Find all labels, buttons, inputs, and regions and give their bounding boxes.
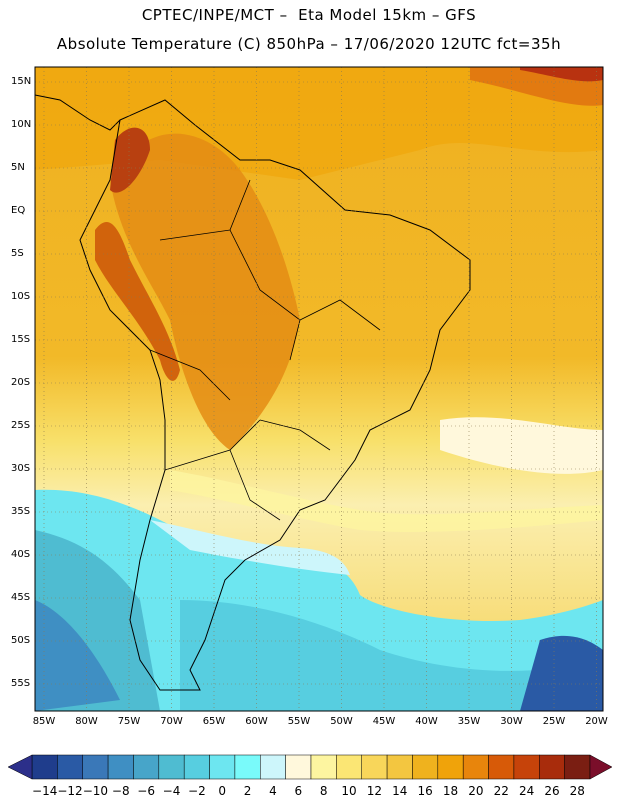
- lon-label: 35W: [457, 716, 481, 727]
- colorbar-high-arrow: [589, 754, 613, 780]
- colorbar-label: 0: [218, 784, 227, 798]
- colorbar-swatch: [386, 754, 413, 780]
- lon-label: 45W: [372, 716, 396, 727]
- lon-label: 65W: [202, 716, 226, 727]
- colorbar-swatch: [488, 754, 515, 780]
- lon-label: 30W: [500, 716, 523, 727]
- colorbar-swatch: [462, 754, 489, 780]
- colorbar-swatch: [57, 754, 83, 780]
- colorbar-swatch: [564, 754, 591, 780]
- colorbar-label: 18: [442, 784, 459, 798]
- lat-label: 10S: [11, 291, 31, 302]
- colorbar-label: 24: [518, 784, 535, 798]
- colorbar-label: 22: [493, 784, 509, 798]
- colorbar-label: 10: [341, 784, 357, 798]
- colorbar-label: −2: [188, 784, 206, 798]
- lon-label: 55W: [287, 716, 311, 727]
- lat-label: 25S: [11, 420, 31, 431]
- colorbar-swatch: [437, 754, 464, 780]
- lon-label: 70W: [160, 716, 183, 727]
- colorbar-swatch: [82, 754, 109, 780]
- colorbar-label: −4: [162, 784, 181, 798]
- colorbar-label: 14: [392, 784, 408, 798]
- lon-label: 50W: [330, 716, 353, 727]
- lat-label: 15S: [11, 334, 31, 345]
- borders: [149, 179, 381, 521]
- lat-label: 40S: [11, 549, 31, 560]
- lat-label: 30S: [11, 463, 31, 474]
- lat-label: 55S: [11, 678, 31, 689]
- colorbar-swatch: [412, 754, 439, 780]
- colorbar-label: 8: [319, 784, 328, 798]
- lat-label: 15N: [11, 76, 32, 87]
- colorbar-swatch: [260, 754, 286, 780]
- colorbar-label: 26: [544, 784, 560, 798]
- lon-label: 60W: [245, 716, 268, 727]
- colorbar-swatch: [183, 754, 210, 780]
- colorbar-swatch: [361, 754, 388, 780]
- lat-label: 50S: [11, 635, 31, 646]
- header-subtitle: Absolute Temperature (C) 850hPa – 17/06/…: [56, 35, 562, 53]
- colorbar-swatch: [234, 754, 261, 780]
- lon-label: 80W: [75, 716, 98, 727]
- colorbar-swatch: [107, 754, 134, 780]
- lat-label: 20S: [11, 377, 31, 388]
- colorbar-label: −10: [82, 784, 109, 798]
- colorbar-swatch: [158, 754, 185, 780]
- colorbar-swatch: [133, 754, 160, 780]
- header-title: CPTEC/INPE/MCT – Eta Model 15km – GFS: [141, 6, 477, 24]
- lat-label: 5N: [11, 162, 25, 173]
- lat-label: 45S: [11, 592, 31, 603]
- lon-label: 40W: [415, 716, 438, 727]
- colorbar-swatch: [285, 754, 312, 780]
- lon-label: 25W: [542, 716, 566, 727]
- lon-label: 20W: [585, 716, 608, 727]
- lon-label: 75W: [117, 716, 141, 727]
- lon-label: 85W: [32, 716, 56, 727]
- lat-label: 5S: [11, 248, 24, 259]
- lat-label: 35S: [11, 506, 31, 517]
- map-frame: [34, 66, 604, 712]
- colorbar: [7, 754, 613, 780]
- colorbar-low-arrow: [7, 754, 33, 780]
- colorbar-label: 4: [269, 784, 277, 798]
- colorbar-swatch: [310, 754, 337, 780]
- colorbar-swatch: [513, 754, 540, 780]
- coastline: [79, 99, 471, 691]
- lat-label: 10N: [11, 119, 32, 130]
- colorbar-label: 20: [468, 784, 484, 798]
- temperature-field: [35, 67, 603, 711]
- colorbar-swatch: [209, 754, 236, 780]
- colorbar-label: −6: [137, 784, 155, 798]
- colorbar-swatch: [31, 754, 58, 780]
- colorbar-label: 16: [417, 784, 433, 798]
- lat-label: EQ: [11, 205, 26, 216]
- colorbar-swatch: [539, 754, 565, 780]
- colorbar-label: 28: [569, 784, 585, 798]
- colorbar-label: −12: [57, 784, 83, 798]
- colorbar-swatch: [336, 754, 362, 780]
- graticule: [35, 67, 603, 711]
- colorbar-label: 12: [366, 784, 383, 798]
- colorbar-label: 6: [294, 784, 303, 798]
- colorbar-label: −8: [111, 784, 130, 798]
- colorbar-label: 2: [243, 784, 252, 798]
- central-america: [34, 94, 121, 131]
- colorbar-label: −14: [32, 784, 58, 798]
